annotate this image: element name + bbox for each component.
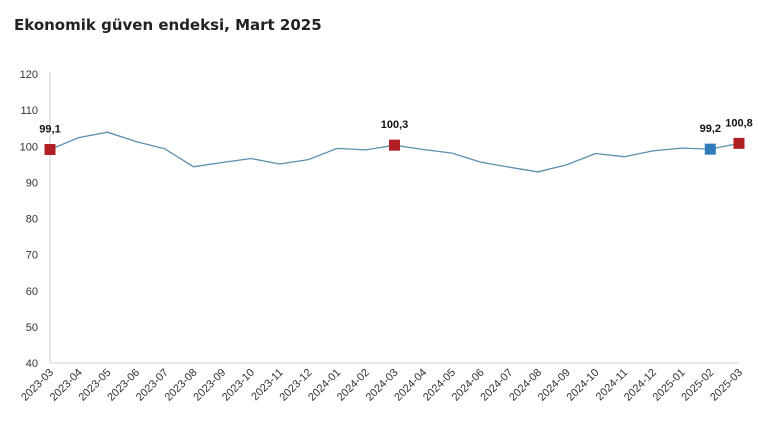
data-point-marker [44,144,56,156]
y-tick-label: 80 [26,214,38,226]
series-line [49,131,740,173]
y-tick-label: 120 [20,69,38,81]
series-layer [49,131,740,173]
markers-layer: 99,1 100,3 99,2 100,8 [39,117,753,156]
y-tick-label: 50 [26,322,38,334]
y-tick-label: 40 [26,358,38,370]
data-label: 100,3 [381,119,409,131]
y-tick-label: 100 [20,141,38,153]
y-tick-label: 110 [20,105,38,117]
data-point-marker [733,137,745,149]
chart-title: Ekonomik güven endeksi, Mart 2025 [14,16,322,34]
data-label: 99,2 [700,123,721,135]
data-label: 100,8 [725,117,753,129]
data-point-marker [389,139,400,151]
y-tick-label: 70 [26,250,38,262]
data-point-marker [704,143,716,155]
y-tick-label: 90 [26,177,38,189]
x-tick-label: 2025-03 [708,367,745,404]
data-label: 99,1 [39,124,60,136]
x-axis: 2023-032023-042023-052023-062023-072023-… [19,362,745,404]
y-axis: 40 50 60 70 80 90 100 110 120 [20,69,51,370]
y-tick-label: 60 [26,286,38,298]
